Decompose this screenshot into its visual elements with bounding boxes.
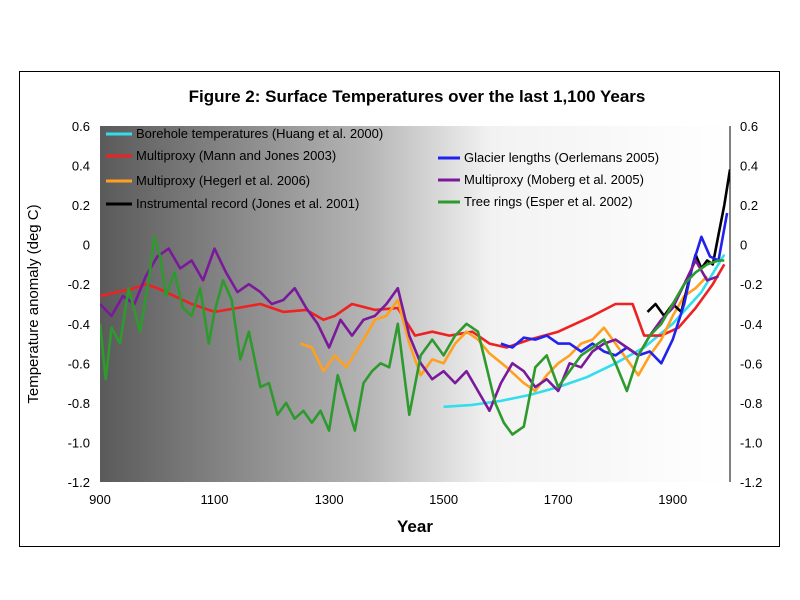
series-line-6 — [100, 235, 725, 436]
y-axis-label: Temperature anomaly (deg C) — [25, 204, 42, 403]
legend-label-instrumental: Instrumental record (Jones et al. 2001) — [136, 196, 359, 211]
chart-svg: Figure 2: Surface Temperatures over the … — [25, 87, 762, 536]
y-tick-left: -0.8 — [68, 396, 90, 411]
legend-label-borehole: Borehole temperatures (Huang et al. 2000… — [136, 126, 383, 141]
y-tick-left: -0.6 — [68, 356, 90, 371]
x-tick: 1100 — [201, 492, 229, 507]
y-tick-right: 0 — [740, 238, 747, 253]
legend: Borehole temperatures (Huang et al. 2000… — [106, 126, 659, 211]
y-tick-right: -0.6 — [740, 356, 762, 371]
y-tick-left: -1.2 — [68, 475, 90, 490]
y-tick-right: -1.2 — [740, 475, 762, 490]
series-line-1 — [100, 263, 726, 349]
x-axis-label: Year — [397, 517, 433, 536]
x-tick: 900 — [89, 492, 111, 507]
y-tick-left: 0 — [83, 238, 90, 253]
y-tick-left: -1.0 — [68, 435, 90, 450]
y-tick-labels-right: 0.6 0.4 0.2 0 -0.2 -0.4 -0.6 -0.8 -1.0 -1.2 — [740, 119, 762, 490]
y-tick-left: -0.2 — [68, 277, 90, 292]
legend-label-glacier: Glacier lengths (Oerlemans 2005) — [464, 150, 659, 165]
series-line-5 — [100, 247, 719, 413]
legend-label-hegerl: Multiproxy (Hegerl et al. 2006) — [136, 173, 310, 188]
x-tick: 1300 — [315, 492, 344, 507]
y-tick-left: 0.6 — [72, 119, 90, 134]
x-tick: 1500 — [429, 492, 458, 507]
legend-label-tree-rings: Tree rings (Esper et al. 2002) — [464, 194, 633, 209]
y-tick-left: -0.4 — [68, 317, 90, 332]
y-tick-right: -1.0 — [740, 435, 762, 450]
y-tick-right: 0.6 — [740, 119, 758, 134]
chart-frame: Figure 2: Surface Temperatures over the … — [19, 71, 780, 547]
legend-label-moberg: Multiproxy (Moberg et al. 2005) — [464, 172, 644, 187]
series-line-4 — [500, 212, 729, 365]
legend-label-mann-jones: Multiproxy (Mann and Jones 2003) — [136, 148, 336, 163]
y-tick-right: -0.2 — [740, 277, 762, 292]
x-tick-labels: 900 1100 1300 1500 1700 1900 — [89, 492, 687, 507]
y-tick-left: 0.2 — [72, 198, 90, 213]
y-tick-left: 0.4 — [72, 159, 90, 174]
series-line-2 — [300, 275, 709, 393]
chart-title: Figure 2: Surface Temperatures over the … — [189, 87, 646, 106]
y-tick-right: -0.8 — [740, 396, 762, 411]
y-tick-labels-left: 0.6 0.4 0.2 0 -0.2 -0.4 -0.6 -0.8 -1.0 -1.2 — [68, 119, 90, 490]
series-layer — [100, 169, 730, 436]
y-tick-right: 0.2 — [740, 198, 758, 213]
x-tick: 1900 — [658, 492, 687, 507]
y-tick-right: 0.4 — [740, 159, 758, 174]
y-tick-right: -0.4 — [740, 317, 762, 332]
x-tick: 1700 — [544, 492, 573, 507]
